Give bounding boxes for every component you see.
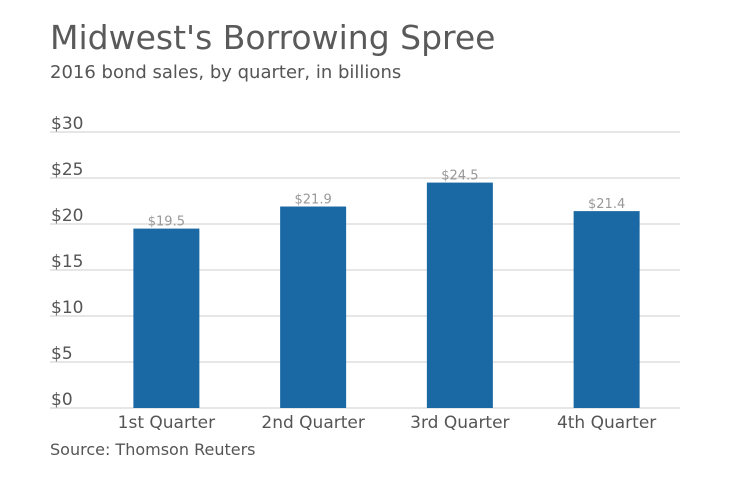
data-label-4: $21.4 [588,197,625,212]
chart-subtitle: 2016 bond sales, by quarter, in billions [50,62,402,83]
x-tick-label-4: 4th Quarter [557,413,656,433]
y-tick-label-15: $15 [51,252,83,272]
data-label-2: $21.9 [295,193,332,208]
x-tick-label-3: 3rd Quarter [410,413,509,433]
data-labels: $19.5 $21.9 $24.5 $21.4 [148,169,625,230]
bars [133,182,640,408]
y-tick-label-25: $25 [51,160,83,180]
chart-title: Midwest's Borrowing Spree [50,18,496,57]
x-axis-ticks: 1st Quarter 2nd Quarter 3rd Quarter 4th Qua… [118,413,657,433]
bar-4 [573,211,640,408]
x-tick-label-2: 2nd Quarter [261,413,364,433]
y-tick-label-20: $20 [51,206,83,226]
y-tick-label-10: $10 [51,298,83,318]
y-tick-label-0: $0 [51,390,73,410]
data-label-1: $19.5 [148,215,185,230]
y-tick-label-30: $30 [51,114,83,134]
bar-2 [280,206,347,408]
chart-source: Source: Thomson Reuters [50,440,256,459]
bar-3 [426,182,493,408]
y-tick-label-5: $5 [51,344,73,364]
data-label-3: $24.5 [441,169,478,184]
bar-1 [133,228,200,408]
y-axis-ticks: $0 $5 $10 $15 $20 $25 $30 [51,114,83,410]
x-tick-label-1: 1st Quarter [118,413,215,433]
